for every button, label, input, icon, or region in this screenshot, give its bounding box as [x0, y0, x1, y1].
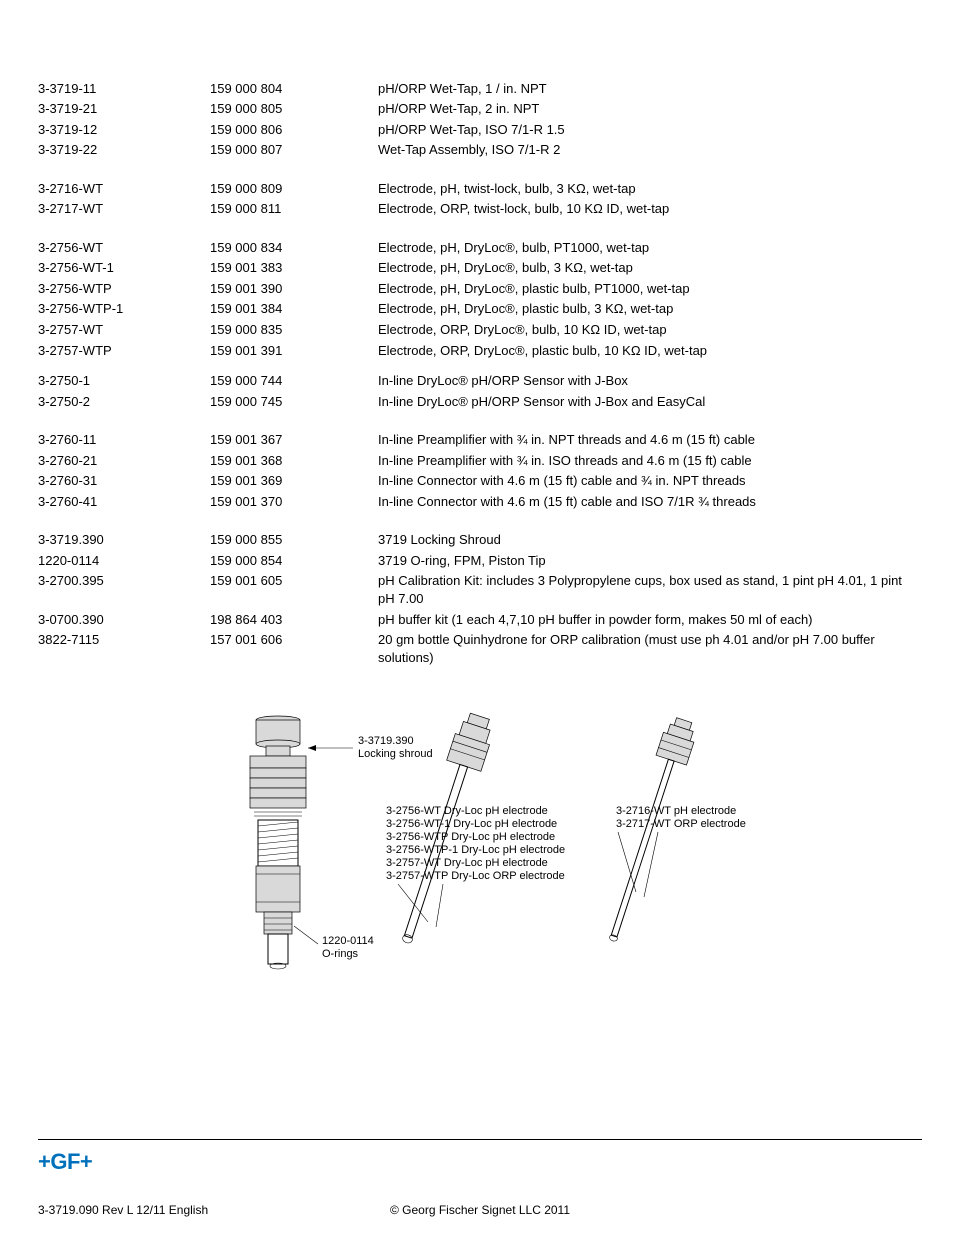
part-number: 3-2757-WT [38, 319, 210, 340]
order-code: 159 000 745 [210, 391, 378, 412]
description: Electrode, pH, twist-lock, bulb, 3 KΩ, w… [378, 178, 922, 199]
row-gap [38, 219, 922, 237]
description: pH Calibration Kit: includes 3 Polypropy… [378, 571, 922, 609]
description: pH/ORP Wet-Tap, ISO 7/1-R 1.5 [378, 119, 922, 140]
row-gap [38, 361, 922, 371]
part-number: 3-2756-WT-1 [38, 258, 210, 279]
order-code: 159 000 804 [210, 78, 378, 99]
description: pH/ORP Wet-Tap, 2 in. NPT [378, 99, 922, 120]
row-gap [38, 160, 922, 178]
description: Electrode, pH, DryLoc®, bulb, PT1000, we… [378, 237, 922, 258]
order-code: 157 001 606 [210, 630, 378, 668]
part-number: 3-2717-WT [38, 199, 210, 220]
description: In-line DryLoc® pH/ORP Sensor with J-Box… [378, 391, 922, 412]
row-gap [38, 412, 922, 430]
order-code: 159 001 605 [210, 571, 378, 609]
description: pH/ORP Wet-Tap, 1 / in. NPT [378, 78, 922, 99]
order-code: 159 001 369 [210, 471, 378, 492]
part-number: 3-2750-2 [38, 391, 210, 412]
mid-electrode-label: 3-2757-WTP Dry-Loc ORP electrode [386, 870, 565, 882]
description: In-line Connector with 4.6 m (15 ft) cab… [378, 471, 922, 492]
page-footer: 3-3719.090 Rev L 12/11 English © Georg F… [38, 1203, 922, 1217]
part-number: 3-2750-1 [38, 371, 210, 392]
order-code: 159 000 835 [210, 319, 378, 340]
part-number: 3-2756-WTP [38, 278, 210, 299]
part-number: 3-3719-12 [38, 119, 210, 140]
order-code: 159 001 390 [210, 278, 378, 299]
description: In-line Preamplifier with ¾ in. ISO thre… [378, 450, 922, 471]
part-number: 3-2760-11 [38, 430, 210, 451]
order-code: 159 001 391 [210, 340, 378, 361]
orings-label-txt: O-rings [322, 948, 359, 960]
description: 3719 Locking Shroud [378, 530, 922, 551]
part-number: 3-2716-WT [38, 178, 210, 199]
description: Electrode, pH, DryLoc®, plastic bulb, 3 … [378, 299, 922, 320]
footer-center: © Georg Fischer Signet LLC 2011 [38, 1203, 922, 1217]
order-code: 159 000 834 [210, 237, 378, 258]
mid-electrode-label: 3-2756-WTP Dry-Loc pH electrode [386, 831, 555, 843]
part-number: 3-0700.390 [38, 609, 210, 630]
part-number: 3-3719.390 [38, 530, 210, 551]
description: Electrode, pH, DryLoc®, plastic bulb, PT… [378, 278, 922, 299]
right-electrode-label: 3-2717-WT ORP electrode [616, 818, 746, 830]
part-number: 3-2756-WTP-1 [38, 299, 210, 320]
mid-electrode-label: 3-2756-WT Dry-Loc pH electrode [386, 805, 548, 817]
part-number: 3-2756-WT [38, 237, 210, 258]
order-code: 159 000 855 [210, 530, 378, 551]
description: In-line DryLoc® pH/ORP Sensor with J-Box [378, 371, 922, 392]
description: Wet-Tap Assembly, ISO 7/1-R 2 [378, 140, 922, 161]
diagram: 3-3719.390 Locking shroud 1220-0114 O-ri… [218, 712, 778, 1032]
part-number: 3-2757-WTP [38, 340, 210, 361]
description: 3719 O-ring, FPM, Piston Tip [378, 550, 922, 571]
part-number: 3-2760-21 [38, 450, 210, 471]
order-code: 159 000 807 [210, 140, 378, 161]
order-code: 159 001 367 [210, 430, 378, 451]
description: 20 gm bottle Quinhydrone for ORP calibra… [378, 630, 922, 668]
mid-electrode-label: 3-2756-WTP-1 Dry-Loc pH electrode [386, 844, 565, 856]
order-code: 159 000 806 [210, 119, 378, 140]
part-number: 3-3719-21 [38, 99, 210, 120]
right-electrode-labels: 3-2716-WT pH electrode3-2717-WT ORP elec… [616, 805, 746, 830]
shroud-label-txt: Locking shroud [358, 748, 433, 760]
description: Electrode, pH, DryLoc®, bulb, 3 KΩ, wet-… [378, 258, 922, 279]
order-code: 159 001 384 [210, 299, 378, 320]
order-code: 159 000 809 [210, 178, 378, 199]
mid-electrode-label: 3-2756-WT-1 Dry-Loc pH electrode [386, 818, 557, 830]
row-gap [38, 512, 922, 530]
shroud-label-pn: 3-3719.390 [358, 735, 414, 747]
parts-table: 3-3719-11159 000 804pH/ORP Wet-Tap, 1 / … [38, 78, 922, 668]
right-electrode-label: 3-2716-WT pH electrode [616, 805, 736, 817]
order-code: 159 000 805 [210, 99, 378, 120]
part-number: 3-3719-22 [38, 140, 210, 161]
description: Electrode, ORP, twist-lock, bulb, 10 KΩ … [378, 199, 922, 220]
order-code: 159 000 811 [210, 199, 378, 220]
mid-electrode-label: 3-2757-WT Dry-Loc pH electrode [386, 857, 548, 869]
part-number: 3-2760-41 [38, 491, 210, 512]
part-number: 3-2760-31 [38, 471, 210, 492]
order-code: 159 000 744 [210, 371, 378, 392]
part-number: 3-3719-11 [38, 78, 210, 99]
order-code: 159 000 854 [210, 550, 378, 571]
description: Electrode, ORP, DryLoc®, bulb, 10 KΩ ID,… [378, 319, 922, 340]
footer-rule [38, 1139, 922, 1140]
order-code: 159 001 383 [210, 258, 378, 279]
part-number: 3822-7115 [38, 630, 210, 668]
description: Electrode, ORP, DryLoc®, plastic bulb, 1… [378, 340, 922, 361]
order-code: 198 864 403 [210, 609, 378, 630]
description: In-line Connector with 4.6 m (15 ft) cab… [378, 491, 922, 512]
orings-label-pn: 1220-0114 [322, 935, 374, 947]
description: In-line Preamplifier with ¾ in. NPT thre… [378, 430, 922, 451]
description: pH buffer kit (1 each 4,7,10 pH buffer i… [378, 609, 922, 630]
part-number: 3-2700.395 [38, 571, 210, 609]
part-number: 1220-0114 [38, 550, 210, 571]
brand-logo: +GF+ [38, 1149, 92, 1175]
order-code: 159 001 370 [210, 491, 378, 512]
order-code: 159 001 368 [210, 450, 378, 471]
mid-electrode-labels: 3-2756-WT Dry-Loc pH electrode3-2756-WT-… [386, 805, 565, 882]
